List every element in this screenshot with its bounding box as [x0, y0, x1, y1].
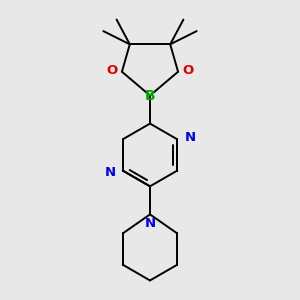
Text: B: B [145, 88, 155, 103]
Text: O: O [182, 64, 193, 76]
Text: N: N [104, 166, 116, 179]
Text: N: N [184, 131, 196, 144]
Text: O: O [107, 64, 118, 76]
Text: N: N [144, 217, 156, 230]
